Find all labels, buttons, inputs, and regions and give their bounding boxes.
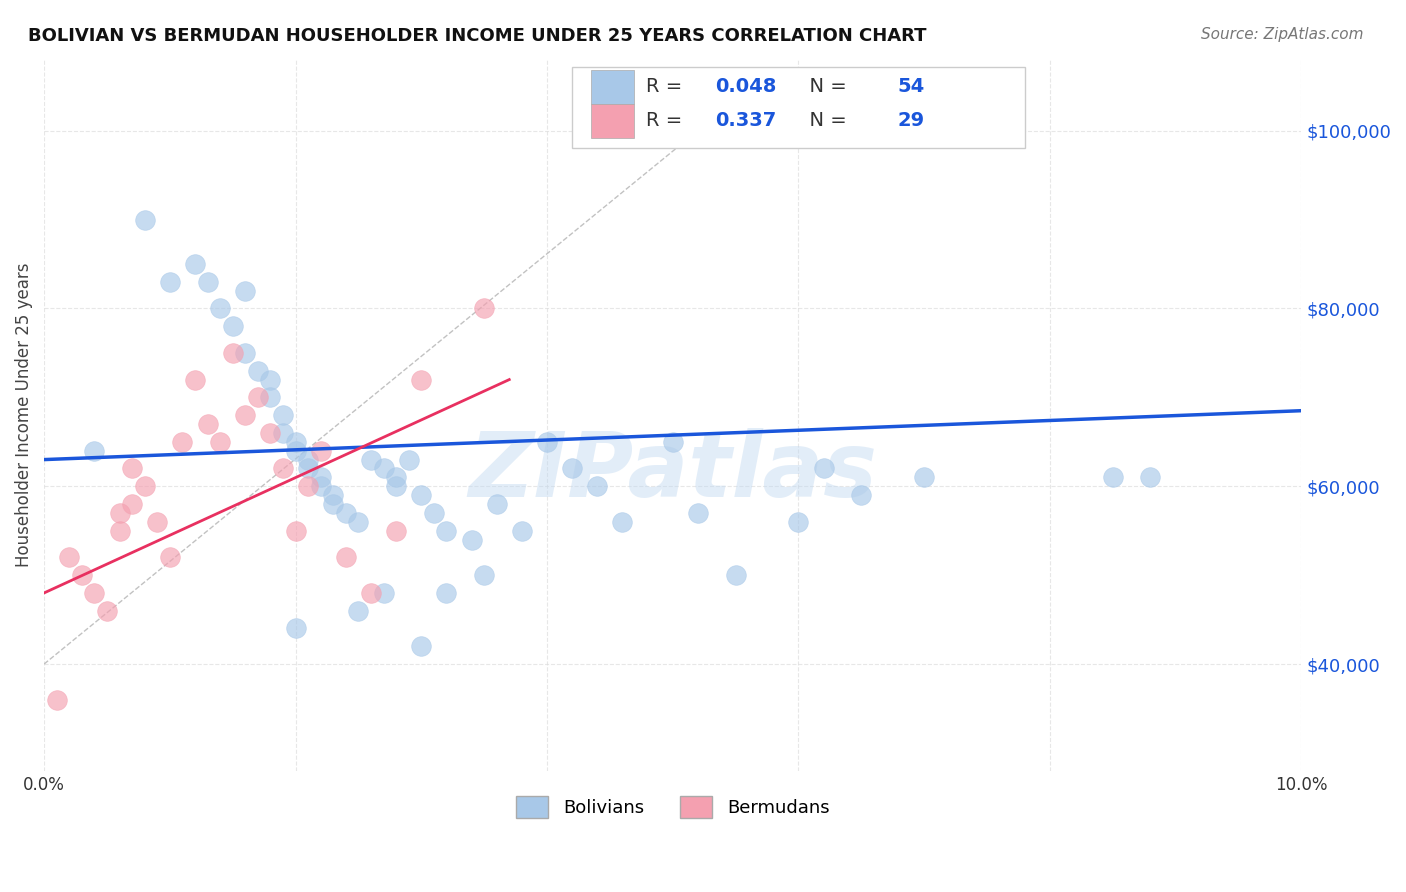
Point — [322, 497, 344, 511]
Point — [209, 434, 232, 449]
Text: ZIPatlas: ZIPatlas — [468, 428, 877, 516]
Text: N =: N = — [797, 112, 853, 130]
Point — [259, 390, 281, 404]
Point — [96, 604, 118, 618]
Point — [335, 506, 357, 520]
Point — [309, 443, 332, 458]
Point — [108, 506, 131, 520]
Point — [472, 568, 495, 582]
Point — [284, 524, 307, 538]
Point — [134, 479, 156, 493]
Point — [221, 319, 243, 334]
FancyBboxPatch shape — [572, 67, 1025, 148]
Point — [209, 301, 232, 316]
Point — [385, 470, 408, 484]
Point — [347, 604, 370, 618]
Point — [360, 452, 382, 467]
Point — [271, 461, 294, 475]
Point — [284, 443, 307, 458]
Point — [146, 515, 169, 529]
Point — [398, 452, 420, 467]
Point — [259, 373, 281, 387]
Point — [83, 443, 105, 458]
Point — [686, 506, 709, 520]
Point — [912, 470, 935, 484]
Point — [159, 275, 181, 289]
Point — [297, 479, 319, 493]
Point — [83, 586, 105, 600]
Point — [172, 434, 194, 449]
Point — [434, 586, 457, 600]
Point — [1139, 470, 1161, 484]
Point — [108, 524, 131, 538]
Point — [385, 524, 408, 538]
Point — [851, 488, 873, 502]
Point — [423, 506, 446, 520]
Point — [661, 434, 683, 449]
Point — [284, 622, 307, 636]
Point — [271, 408, 294, 422]
Point — [271, 425, 294, 440]
Point — [184, 257, 207, 271]
Point — [322, 488, 344, 502]
Point — [70, 568, 93, 582]
Point — [233, 408, 256, 422]
Point — [724, 568, 747, 582]
Point — [536, 434, 558, 449]
Point — [309, 479, 332, 493]
Point — [246, 390, 269, 404]
Text: N =: N = — [797, 77, 853, 96]
Text: BOLIVIAN VS BERMUDAN HOUSEHOLDER INCOME UNDER 25 YEARS CORRELATION CHART: BOLIVIAN VS BERMUDAN HOUSEHOLDER INCOME … — [28, 27, 927, 45]
Point — [813, 461, 835, 475]
Point — [411, 639, 433, 653]
Point — [485, 497, 508, 511]
Point — [45, 692, 67, 706]
Point — [134, 212, 156, 227]
Point — [297, 461, 319, 475]
Point — [335, 550, 357, 565]
Point — [259, 425, 281, 440]
Point — [411, 373, 433, 387]
Point — [472, 301, 495, 316]
Point — [197, 275, 219, 289]
Point — [411, 488, 433, 502]
FancyBboxPatch shape — [591, 70, 634, 103]
Point — [373, 586, 395, 600]
Text: 29: 29 — [897, 112, 925, 130]
Point — [297, 452, 319, 467]
Point — [233, 284, 256, 298]
Point — [460, 533, 482, 547]
Point — [121, 461, 143, 475]
Text: R =: R = — [647, 77, 689, 96]
Point — [233, 346, 256, 360]
Point — [159, 550, 181, 565]
Point — [309, 470, 332, 484]
Legend: Bolivians, Bermudans: Bolivians, Bermudans — [509, 789, 837, 826]
Point — [586, 479, 609, 493]
Text: 0.048: 0.048 — [716, 77, 776, 96]
Point — [510, 524, 533, 538]
Point — [347, 515, 370, 529]
Point — [612, 515, 634, 529]
Point — [221, 346, 243, 360]
Y-axis label: Householder Income Under 25 years: Householder Income Under 25 years — [15, 263, 32, 567]
Point — [121, 497, 143, 511]
Point — [434, 524, 457, 538]
Point — [385, 479, 408, 493]
Point — [561, 461, 583, 475]
Text: Source: ZipAtlas.com: Source: ZipAtlas.com — [1201, 27, 1364, 42]
FancyBboxPatch shape — [591, 103, 634, 138]
Point — [373, 461, 395, 475]
Point — [58, 550, 80, 565]
Point — [184, 373, 207, 387]
Point — [284, 434, 307, 449]
Point — [787, 515, 810, 529]
Point — [246, 364, 269, 378]
Text: 54: 54 — [897, 77, 925, 96]
Text: R =: R = — [647, 112, 689, 130]
Point — [197, 417, 219, 431]
Text: 0.337: 0.337 — [716, 112, 776, 130]
Point — [360, 586, 382, 600]
Point — [1101, 470, 1123, 484]
